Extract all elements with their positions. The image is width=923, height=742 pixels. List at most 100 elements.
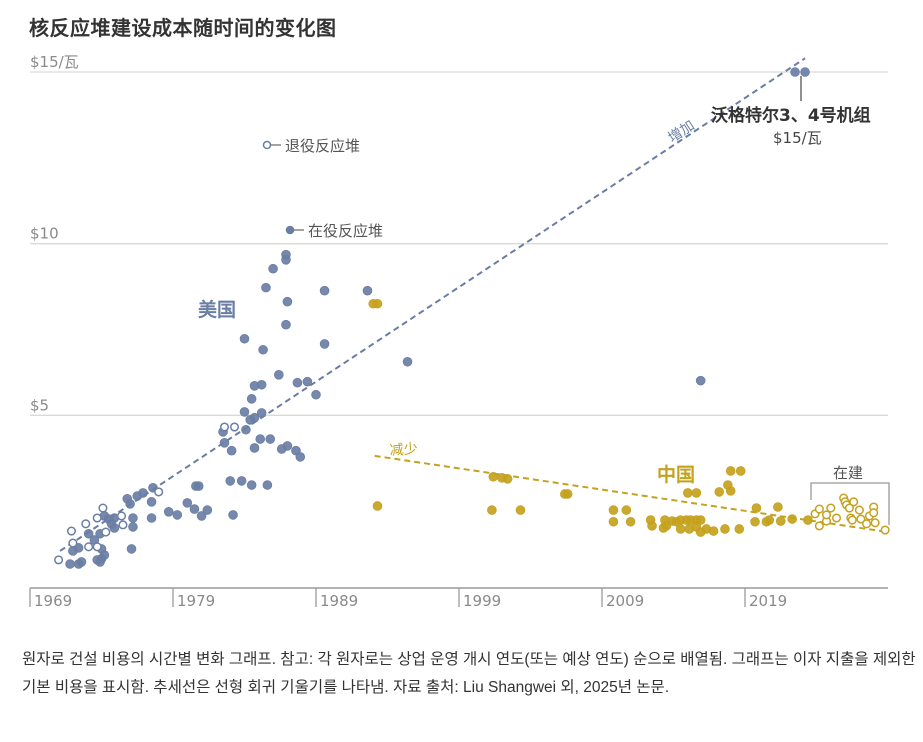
y-tick-label: $15/瓦 xyxy=(30,53,79,71)
operating-reactor-point xyxy=(515,505,526,515)
operating-reactor-point xyxy=(675,524,686,534)
decrease-label: 减少 xyxy=(389,441,418,459)
chart-caption: 원자로 건설 비용의 시간별 변화 그래프. 참고: 각 원자로는 상업 운영 … xyxy=(22,651,916,696)
operating-reactor-point xyxy=(735,466,746,476)
operating-reactor-point xyxy=(647,521,657,531)
operating-reactor-point xyxy=(787,514,797,524)
under-construction-reactor-point xyxy=(831,513,842,523)
operating-reactor-point xyxy=(226,445,237,456)
operating-reactor-point xyxy=(608,505,619,515)
us-trendline xyxy=(59,57,806,552)
retired-reactor-point xyxy=(229,422,240,432)
under-construction-reactor-point xyxy=(814,504,824,514)
retired-reactor-point xyxy=(92,542,102,552)
retired-reactor-point xyxy=(154,487,164,497)
x-tick-label: 1979 xyxy=(177,592,215,610)
operating-reactor-point xyxy=(292,377,303,388)
operating-reactor-point xyxy=(246,480,257,490)
operating-reactor-point xyxy=(258,344,268,355)
operating-reactor-point xyxy=(282,296,293,307)
operating-reactor-point xyxy=(734,524,745,534)
operating-reactor-point xyxy=(219,437,230,448)
operating-reactor-point xyxy=(751,503,762,513)
operating-reactor-point xyxy=(800,67,810,77)
under-construction-reactor-point xyxy=(821,510,832,520)
vogtle-name: 沃格特尔3、4号机组 xyxy=(711,105,871,126)
retired-reactor-point xyxy=(84,542,94,552)
retired-reactor-point xyxy=(68,538,78,548)
x-tick-label: 2009 xyxy=(606,592,644,610)
retired-reactor-point xyxy=(98,503,108,513)
operating-reactor-point xyxy=(621,505,632,515)
operating-reactor-point xyxy=(83,528,94,539)
operating-reactor-point xyxy=(249,412,260,423)
operating-reactor-point xyxy=(773,502,783,512)
operating-reactor-point xyxy=(193,481,204,491)
operating-reactor-point xyxy=(282,441,293,451)
operating-reactor-point xyxy=(691,488,702,498)
operating-reactor-point xyxy=(608,516,619,527)
operating-reactor-point xyxy=(202,505,213,515)
operating-reactor-point xyxy=(109,523,120,533)
under-construction-reactor-point xyxy=(869,508,879,518)
operating-reactor-point xyxy=(764,515,775,525)
y-tick-label: $10 xyxy=(30,225,59,243)
operating-reactor-point xyxy=(228,510,238,520)
operating-reactor-point xyxy=(725,466,736,476)
legend-operating-label: 在役反应堆 xyxy=(308,222,383,240)
retired-reactor-point xyxy=(101,527,111,537)
x-tick-label: 1989 xyxy=(320,592,358,610)
operating-reactor-point xyxy=(241,424,251,435)
under-construction-reactor-point xyxy=(880,525,890,535)
operating-reactor-point xyxy=(790,67,800,77)
retired-reactor-point xyxy=(54,555,64,565)
operating-reactor-point xyxy=(125,499,135,509)
under-construction-reactor-point xyxy=(844,503,854,513)
operating-reactor-point xyxy=(76,557,87,567)
operating-reactor-point xyxy=(281,255,291,265)
operating-reactor-point xyxy=(268,263,278,274)
y-tick-label: $5 xyxy=(30,396,49,414)
retired-reactor-point xyxy=(81,519,91,529)
operating-reactor-point xyxy=(236,476,247,486)
operating-reactor-point xyxy=(249,443,260,453)
operating-reactor-point xyxy=(261,282,271,293)
retired-reactor-point xyxy=(219,422,230,432)
operating-reactor-point xyxy=(189,504,200,514)
x-tick-label: 2019 xyxy=(749,592,787,610)
x-tick-label: 1999 xyxy=(463,592,501,610)
under-construction-reactor-point xyxy=(870,518,880,528)
operating-reactor-point xyxy=(274,370,284,380)
operating-reactor-point xyxy=(695,375,706,386)
legend-operating-marker xyxy=(285,225,295,235)
operating-reactor-point xyxy=(265,434,276,444)
operating-reactor-point xyxy=(502,474,513,484)
us-label: 美国 xyxy=(198,298,236,321)
retired-reactor-point xyxy=(92,513,102,523)
operating-reactor-point xyxy=(402,356,413,367)
operating-reactor-point xyxy=(182,498,193,508)
operating-reactor-point xyxy=(128,522,138,532)
operating-reactor-point xyxy=(146,497,157,507)
operating-reactor-point xyxy=(126,544,137,554)
operating-reactor-point xyxy=(372,298,383,309)
retired-reactor-point xyxy=(118,520,128,530)
operating-reactor-point xyxy=(65,559,75,569)
operating-reactor-point xyxy=(256,408,267,418)
china-trendline xyxy=(374,454,889,534)
operating-reactor-point xyxy=(132,491,143,501)
operating-reactor-point xyxy=(196,511,207,521)
operating-reactor-point xyxy=(682,488,693,498)
under-construction-reactor-point xyxy=(826,503,836,513)
operating-reactor-point xyxy=(295,452,306,462)
operating-reactor-point xyxy=(695,515,706,525)
vogtle-cost: $15/瓦 xyxy=(773,129,822,147)
under-construction-bracket xyxy=(810,482,890,525)
operating-reactor-point xyxy=(725,486,736,496)
operating-reactor-point xyxy=(319,285,330,296)
operating-reactor-point xyxy=(311,389,321,400)
operating-reactor-point xyxy=(246,394,257,404)
legend-retired-marker xyxy=(262,140,272,150)
operating-reactor-point xyxy=(708,526,719,536)
operating-reactor-point xyxy=(239,333,250,344)
